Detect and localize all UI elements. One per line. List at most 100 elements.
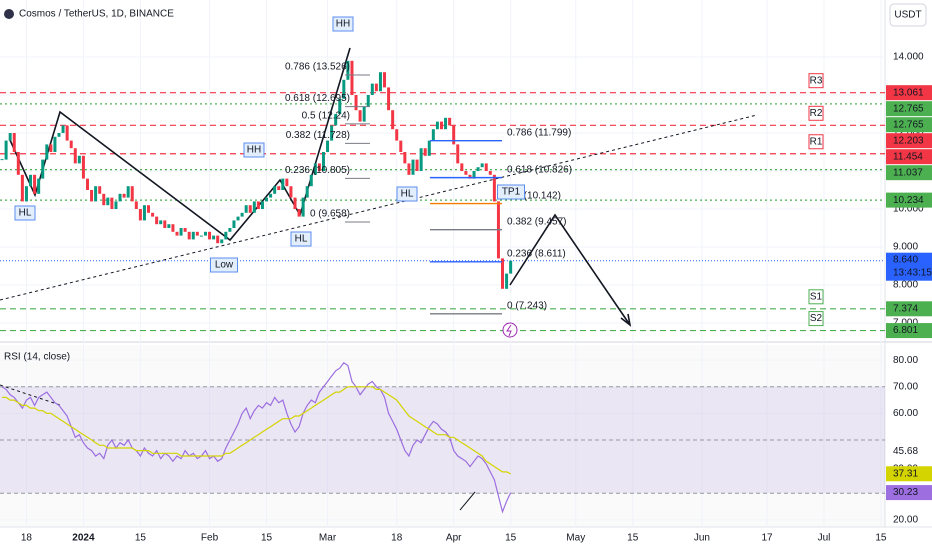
countdown-label: 13:43:15	[893, 267, 932, 278]
pivot-box	[243, 142, 265, 158]
candle	[317, 163, 321, 172]
currency-button[interactable]	[889, 3, 927, 27]
candle	[134, 201, 138, 210]
rsi-divergence	[459, 491, 476, 511]
price-tag-label: 6.801	[893, 325, 918, 336]
candle	[501, 258, 505, 289]
price-tag-label: 10.234	[893, 195, 924, 206]
candle	[57, 133, 61, 137]
candle	[407, 163, 411, 175]
candle	[330, 125, 334, 141]
rsi-pane	[0, 345, 885, 527]
pivot-label: HH	[336, 19, 350, 30]
candle	[256, 201, 260, 210]
rsi-tag-label: 37.31	[893, 468, 918, 479]
candle	[77, 155, 81, 164]
candle	[37, 178, 41, 194]
candle	[346, 60, 350, 80]
candle	[179, 228, 183, 236]
x-tick-label: 15	[627, 533, 639, 544]
price-tag-label: 11.037	[893, 167, 923, 178]
x-tick-label: Apr	[446, 533, 462, 544]
candle	[423, 148, 427, 156]
trendline	[0, 114, 758, 301]
candle	[378, 72, 382, 92]
candle	[138, 209, 142, 221]
candle	[33, 174, 37, 194]
candle	[509, 260, 513, 274]
candle	[85, 178, 89, 191]
candle	[208, 231, 212, 240]
candle	[106, 197, 110, 206]
candle	[419, 148, 423, 172]
candle	[293, 197, 297, 210]
level-name-box	[808, 311, 824, 327]
candle	[488, 171, 492, 175]
y-tick-label: 12.000	[893, 128, 924, 139]
candle	[53, 136, 57, 153]
candle	[277, 186, 281, 191]
level-name-box	[808, 134, 824, 150]
pivot-label: HH	[247, 145, 261, 156]
candle	[224, 231, 228, 240]
candle	[212, 235, 216, 240]
candle	[321, 152, 325, 172]
fib-label: 0.5 (10.142)	[507, 190, 561, 201]
x-tick-label: 18	[21, 533, 33, 544]
candle	[20, 174, 24, 202]
candle	[476, 167, 480, 172]
level-name-box	[808, 289, 824, 305]
x-tick-label: Jun	[694, 533, 710, 544]
pivot-label: HL	[295, 234, 308, 245]
price-tag	[886, 85, 932, 101]
last-price-tag	[886, 252, 932, 281]
pivot-label: Low	[215, 260, 234, 271]
candle	[492, 174, 496, 202]
level-name: R1	[810, 136, 823, 147]
rsi-line	[2, 386, 511, 475]
candle	[484, 163, 488, 172]
x-tick-label: 17	[761, 533, 773, 544]
candle	[29, 174, 33, 187]
candle	[415, 159, 419, 172]
x-tick-label: May	[566, 533, 585, 544]
pivot-label: HL	[401, 189, 414, 200]
candle	[285, 178, 289, 187]
candle	[281, 178, 285, 191]
currency-label[interactable]: USDT	[894, 10, 921, 21]
candle	[90, 190, 94, 202]
pivot-label: TP1	[502, 187, 521, 198]
event-bolt	[506, 324, 512, 337]
candle	[342, 79, 346, 99]
candle	[480, 163, 484, 168]
y-tick-label: 8.000	[893, 280, 918, 291]
candle	[248, 205, 252, 213]
candle	[358, 110, 362, 122]
symbol-icon	[4, 9, 14, 19]
y-tick-label: 80.00	[893, 355, 918, 366]
candle	[147, 205, 151, 213]
candle	[427, 140, 431, 156]
candle	[98, 186, 102, 194]
candle	[472, 171, 476, 179]
y-tick-label: 70.00	[893, 381, 918, 392]
candle	[24, 186, 28, 202]
candle	[49, 144, 53, 153]
pivot-box	[14, 205, 36, 221]
candle	[102, 193, 106, 206]
candle	[81, 155, 85, 179]
y-tick-label: 20.00	[893, 514, 918, 525]
candle	[505, 273, 509, 289]
fib-label: 0.786 (11.799)	[507, 127, 571, 138]
x-tick-label: 15	[505, 533, 517, 544]
candle	[151, 212, 155, 217]
candle	[338, 98, 342, 115]
candle	[203, 231, 207, 236]
fib-label: 0.5 (12.24)	[302, 111, 350, 122]
candle	[273, 186, 277, 194]
candle	[94, 186, 98, 202]
rsi-tag-label: 30.23	[893, 487, 918, 498]
rsi-line	[1, 361, 512, 514]
price-tag-label: 12.765	[893, 103, 924, 114]
price-tag	[886, 133, 932, 149]
